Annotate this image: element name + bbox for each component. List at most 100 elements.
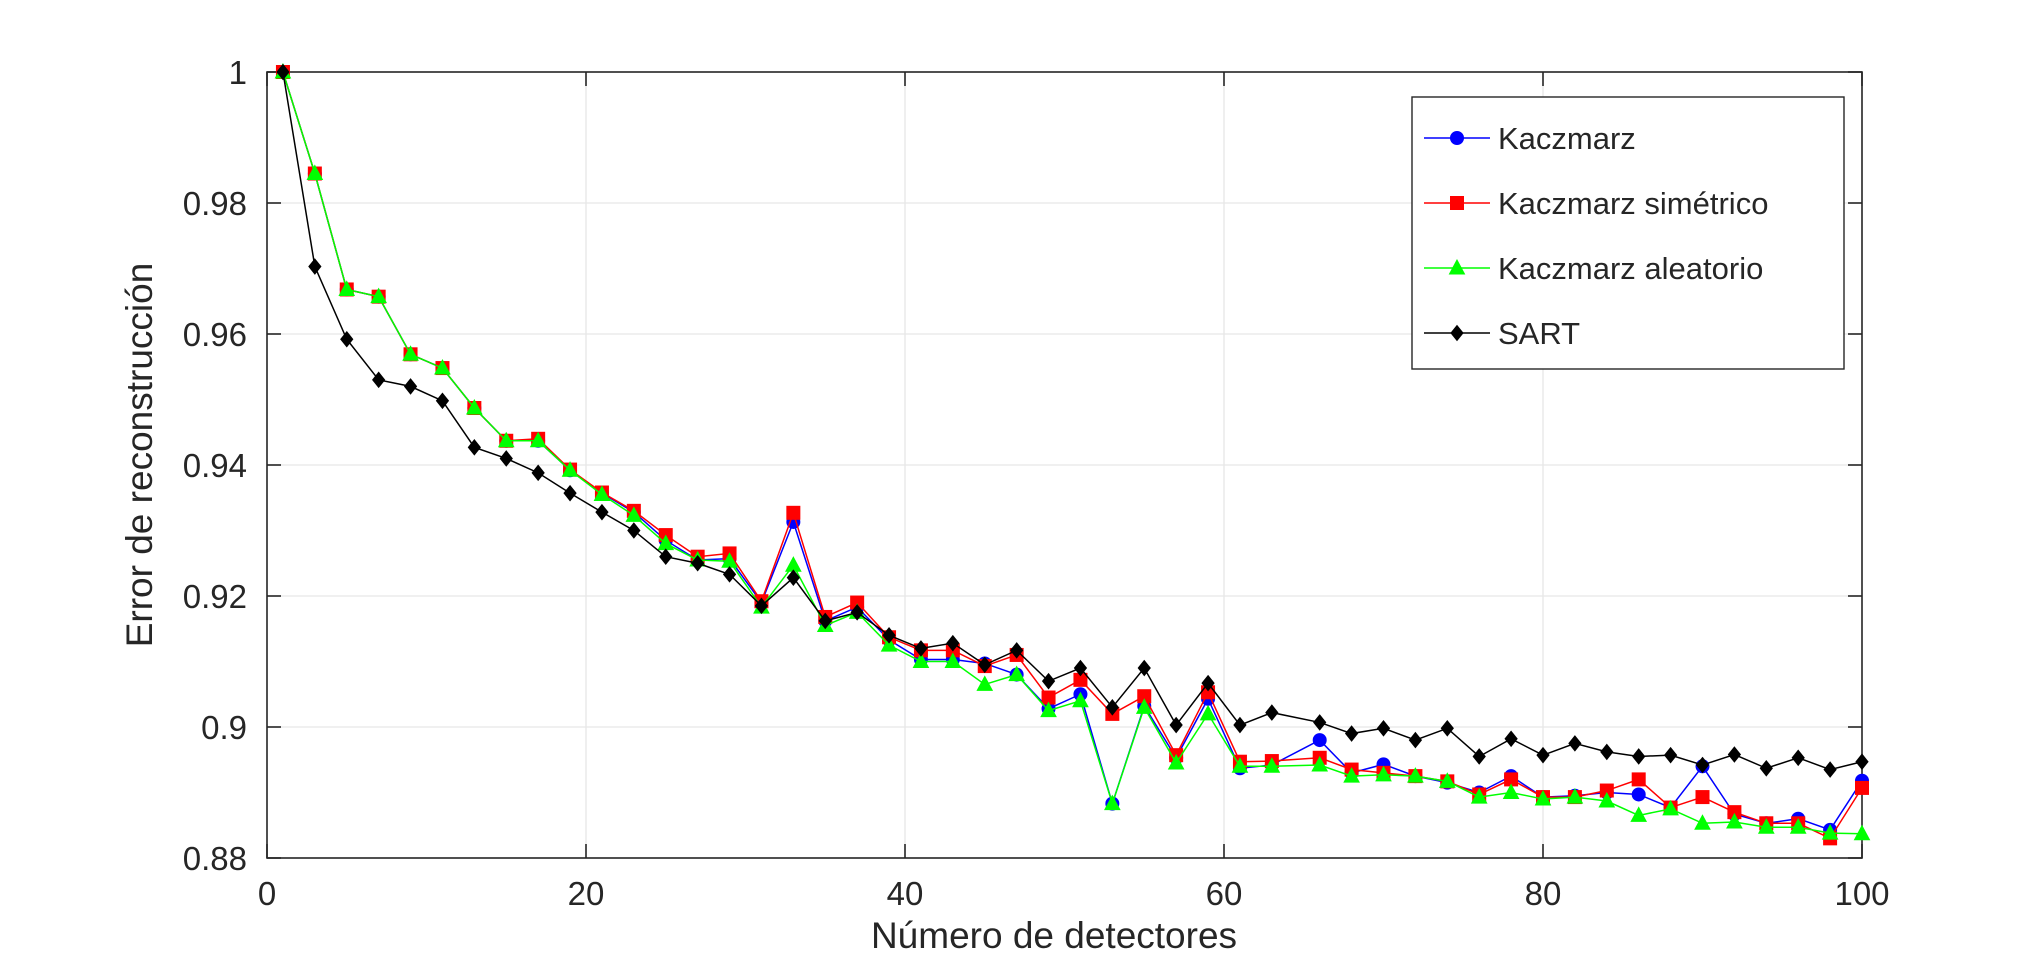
data-point-kaczmarz-aleatorio	[561, 461, 579, 477]
legend-item: SART	[1424, 316, 1580, 351]
data-point-sart	[1759, 759, 1773, 777]
data-point-kaczmarz-aleatorio	[370, 287, 387, 304]
series-layer	[274, 62, 1871, 846]
data-point-sart	[1233, 716, 1247, 734]
legend-marker	[1448, 258, 1466, 275]
data-point-kaczmarz-aleatorio	[1470, 788, 1488, 804]
data-point-sart	[1695, 756, 1710, 774]
data-point-kaczmarz-aleatorio	[1853, 824, 1871, 841]
data-point-sart	[1504, 730, 1518, 748]
data-point-sart	[403, 378, 418, 395]
axes-layer: 0 20 40 60 80 100 0.88 0.9 0.92 0.94 0.96 0.98 1	[183, 54, 1890, 912]
data-point-kaczmarz-sim-trico	[1855, 780, 1869, 795]
data-point-sart	[1105, 699, 1119, 716]
data-point-sart	[1313, 714, 1327, 731]
data-point-sart	[1376, 720, 1391, 737]
data-point-sart	[1440, 720, 1454, 737]
legend-label: Kaczmarz simétrico	[1498, 186, 1768, 221]
y-tick-label: 0.9	[201, 709, 247, 746]
data-point-kaczmarz-aleatorio	[1438, 772, 1456, 788]
y-tick-label: 0.98	[183, 185, 247, 222]
data-point-sart	[563, 484, 577, 502]
data-point-sart	[308, 258, 322, 275]
data-point-kaczmarz-aleatorio	[1104, 794, 1121, 811]
data-point-kaczmarz-aleatorio	[1566, 788, 1584, 804]
legend-marker	[1450, 196, 1464, 210]
data-point-sart	[372, 371, 386, 389]
x-tick-label: 100	[1834, 875, 1889, 912]
data-point-kaczmarz-aleatorio	[1375, 765, 1392, 782]
data-point-kaczmarz-aleatorio	[1662, 799, 1679, 816]
data-point-kaczmarz-aleatorio	[1821, 824, 1839, 840]
legend-marker	[1450, 324, 1464, 342]
legend-marker	[1450, 131, 1464, 145]
data-point-sart	[1408, 731, 1423, 749]
data-point-kaczmarz-aleatorio	[1694, 814, 1711, 830]
data-point-kaczmarz	[1312, 733, 1327, 748]
data-point-sart	[1472, 748, 1486, 765]
data-point-kaczmarz-sim-trico	[1631, 772, 1646, 787]
data-point-sart	[1632, 748, 1646, 765]
data-point-kaczmarz-aleatorio	[1789, 818, 1807, 834]
data-point-sart	[978, 656, 992, 674]
data-point-kaczmarz-aleatorio	[944, 652, 962, 668]
data-point-sart	[435, 392, 450, 410]
x-tick-label: 80	[1525, 875, 1562, 912]
data-point-kaczmarz-aleatorio	[785, 556, 802, 572]
x-tick-label: 0	[258, 875, 276, 912]
data-point-sart	[1568, 735, 1582, 752]
data-point-kaczmarz-aleatorio	[529, 431, 547, 448]
data-point-sart	[754, 597, 769, 615]
data-point-kaczmarz-aleatorio	[593, 485, 611, 501]
data-point-kaczmarz-aleatorio	[880, 636, 898, 652]
data-point-sart	[340, 330, 354, 348]
series-sart	[276, 63, 1869, 778]
y-tick-label: 0.88	[183, 840, 247, 877]
data-point-kaczmarz-aleatorio	[1343, 767, 1360, 783]
data-point-sart	[1536, 746, 1550, 764]
legend-item: Kaczmarz	[1424, 121, 1636, 156]
x-tick-label: 60	[1206, 875, 1243, 912]
data-point-sart	[1073, 659, 1088, 677]
data-point-kaczmarz-aleatorio	[1008, 665, 1025, 682]
data-point-kaczmarz-aleatorio	[1135, 698, 1153, 714]
legend-item: Kaczmarz aleatorio	[1424, 251, 1763, 286]
data-point-kaczmarz-aleatorio	[1757, 818, 1775, 834]
legend-label: SART	[1498, 316, 1580, 351]
data-point-kaczmarz-sim-trico	[1695, 790, 1710, 805]
data-point-sart	[595, 503, 609, 521]
data-point-kaczmarz-aleatorio	[1199, 704, 1217, 721]
legend-item: Kaczmarz simétrico	[1424, 186, 1768, 221]
data-point-kaczmarz-aleatorio	[1407, 767, 1424, 783]
data-point-sart	[1823, 761, 1837, 778]
data-point-kaczmarz-aleatorio	[976, 675, 994, 691]
data-point-sart	[882, 626, 896, 644]
data-point-kaczmarz-aleatorio	[497, 431, 515, 448]
data-point-sart	[786, 569, 800, 586]
data-point-kaczmarz-aleatorio	[338, 280, 356, 296]
data-point-kaczmarz-aleatorio	[1311, 755, 1329, 772]
x-tick-label: 40	[887, 875, 924, 912]
data-point-kaczmarz-aleatorio	[434, 359, 451, 375]
data-point-sart	[531, 464, 545, 482]
data-point-sart	[1855, 753, 1869, 771]
data-point-kaczmarz-aleatorio	[466, 398, 483, 415]
chart-legend: Kaczmarz Kaczmarz simétrico Kaczmarz aleat…	[1411, 96, 1845, 370]
y-tick-label: 0.92	[183, 578, 247, 615]
data-point-kaczmarz-aleatorio	[1072, 691, 1089, 708]
data-point-sart	[1727, 746, 1742, 763]
data-point-sart	[818, 612, 832, 630]
data-point-sart	[627, 522, 641, 539]
data-point-kaczmarz-aleatorio	[1502, 783, 1520, 799]
y-tick-label: 0.94	[183, 447, 247, 484]
data-point-kaczmarz-aleatorio	[402, 345, 419, 361]
data-point-kaczmarz-aleatorio	[1263, 757, 1281, 773]
data-point-kaczmarz-sim-trico	[786, 505, 801, 520]
data-point-sart	[467, 439, 481, 456]
data-point-sart	[722, 566, 737, 583]
x-tick-label: 20	[568, 875, 605, 912]
data-point-kaczmarz-aleatorio	[1534, 789, 1552, 806]
data-point-sart	[1600, 743, 1614, 761]
